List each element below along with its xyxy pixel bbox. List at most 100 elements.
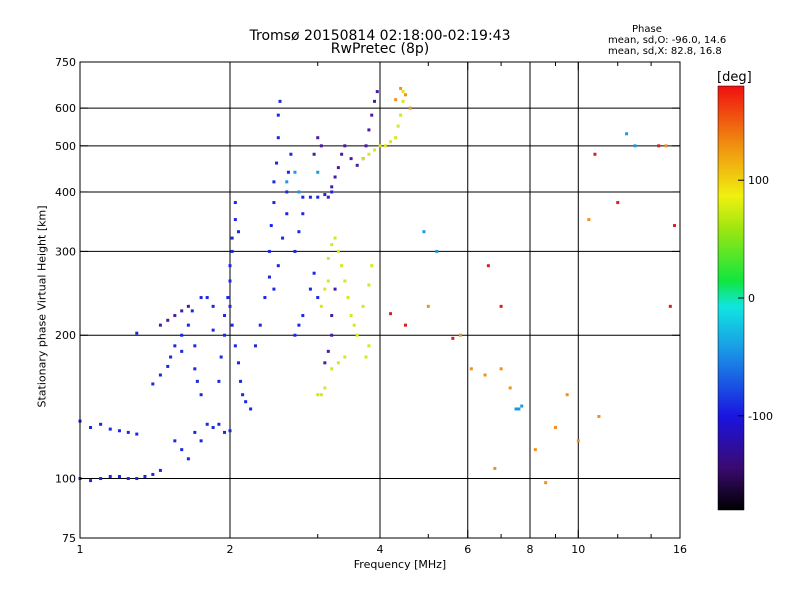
data-point bbox=[297, 323, 301, 327]
data-point bbox=[361, 157, 365, 161]
data-point bbox=[403, 93, 407, 97]
data-point bbox=[223, 314, 227, 318]
data-point bbox=[312, 271, 316, 275]
data-point bbox=[117, 429, 121, 433]
data-point bbox=[285, 212, 289, 216]
data-point bbox=[135, 477, 139, 481]
data-point bbox=[89, 479, 93, 483]
data-points bbox=[78, 86, 677, 485]
data-point bbox=[367, 283, 371, 287]
data-point bbox=[336, 249, 340, 253]
data-point bbox=[241, 393, 245, 397]
data-point bbox=[173, 344, 177, 348]
y-tick-label: 100 bbox=[55, 473, 76, 486]
data-point bbox=[364, 144, 368, 148]
data-point bbox=[228, 264, 232, 268]
data-point bbox=[426, 304, 430, 308]
y-tick-label: 300 bbox=[55, 245, 76, 258]
data-point bbox=[399, 113, 403, 117]
data-point bbox=[330, 243, 334, 247]
data-point bbox=[289, 152, 293, 156]
data-point bbox=[151, 382, 155, 386]
data-point bbox=[326, 349, 330, 353]
data-point bbox=[108, 427, 112, 431]
data-point bbox=[565, 393, 569, 397]
y-tick-label: 750 bbox=[55, 56, 76, 69]
data-point bbox=[330, 314, 334, 318]
data-point bbox=[333, 287, 337, 291]
data-point bbox=[263, 296, 267, 300]
data-point bbox=[285, 190, 289, 194]
data-point bbox=[267, 249, 271, 253]
data-point bbox=[673, 224, 677, 228]
data-point bbox=[668, 304, 672, 308]
data-point bbox=[281, 236, 285, 240]
data-point bbox=[166, 364, 170, 368]
data-point bbox=[340, 152, 344, 156]
data-point bbox=[469, 367, 473, 371]
data-point bbox=[169, 355, 173, 359]
data-point bbox=[228, 304, 232, 308]
chart-title: Tromsø 20150814 02:18:00-02:19:43 bbox=[249, 28, 511, 44]
data-point bbox=[99, 477, 103, 481]
data-point bbox=[401, 90, 405, 94]
data-point bbox=[319, 304, 323, 308]
data-point bbox=[199, 393, 203, 397]
phase-stats-x-line: mean, sd,X: 82.8, 16.8 bbox=[608, 46, 722, 57]
data-point bbox=[211, 304, 215, 308]
data-point bbox=[355, 333, 359, 337]
data-point bbox=[117, 474, 121, 478]
data-point bbox=[301, 212, 305, 216]
data-point bbox=[158, 323, 162, 327]
data-point bbox=[373, 148, 377, 152]
data-point bbox=[99, 422, 103, 426]
data-point bbox=[370, 264, 374, 268]
data-point bbox=[508, 386, 512, 390]
data-point bbox=[625, 132, 629, 136]
data-point bbox=[499, 304, 503, 308]
gridlines bbox=[80, 62, 680, 538]
data-point bbox=[323, 287, 327, 291]
data-point bbox=[520, 404, 524, 408]
data-point bbox=[399, 86, 403, 90]
data-point bbox=[336, 166, 340, 170]
data-point bbox=[143, 474, 147, 478]
data-point bbox=[211, 425, 215, 429]
data-point bbox=[276, 136, 280, 140]
data-point bbox=[576, 439, 580, 443]
data-point bbox=[517, 407, 521, 411]
data-point bbox=[135, 432, 139, 436]
data-point bbox=[499, 367, 503, 371]
data-point bbox=[276, 113, 280, 117]
data-point bbox=[323, 361, 327, 365]
data-point bbox=[422, 230, 426, 234]
phase-stats-title: Phase bbox=[632, 24, 662, 35]
data-point bbox=[316, 170, 320, 174]
data-point bbox=[233, 344, 237, 348]
data-point bbox=[408, 106, 412, 110]
data-point bbox=[205, 296, 209, 300]
data-point bbox=[367, 344, 371, 348]
y-tick-label: 75 bbox=[62, 532, 76, 545]
data-point bbox=[349, 314, 353, 318]
data-point bbox=[349, 157, 353, 161]
data-point bbox=[211, 328, 215, 332]
data-point bbox=[190, 309, 194, 313]
data-point bbox=[308, 195, 312, 199]
data-point bbox=[326, 279, 330, 283]
data-point bbox=[195, 379, 199, 383]
data-point bbox=[316, 296, 320, 300]
data-point bbox=[352, 323, 356, 327]
data-point bbox=[343, 355, 347, 359]
data-point bbox=[249, 407, 253, 411]
data-point bbox=[230, 249, 234, 253]
data-point bbox=[219, 355, 223, 359]
data-point bbox=[389, 312, 393, 316]
data-point bbox=[330, 185, 334, 189]
data-point bbox=[253, 344, 257, 348]
data-point bbox=[269, 224, 273, 228]
data-point bbox=[330, 367, 334, 371]
data-point bbox=[233, 201, 237, 205]
data-point bbox=[272, 287, 276, 291]
data-point bbox=[451, 336, 455, 340]
